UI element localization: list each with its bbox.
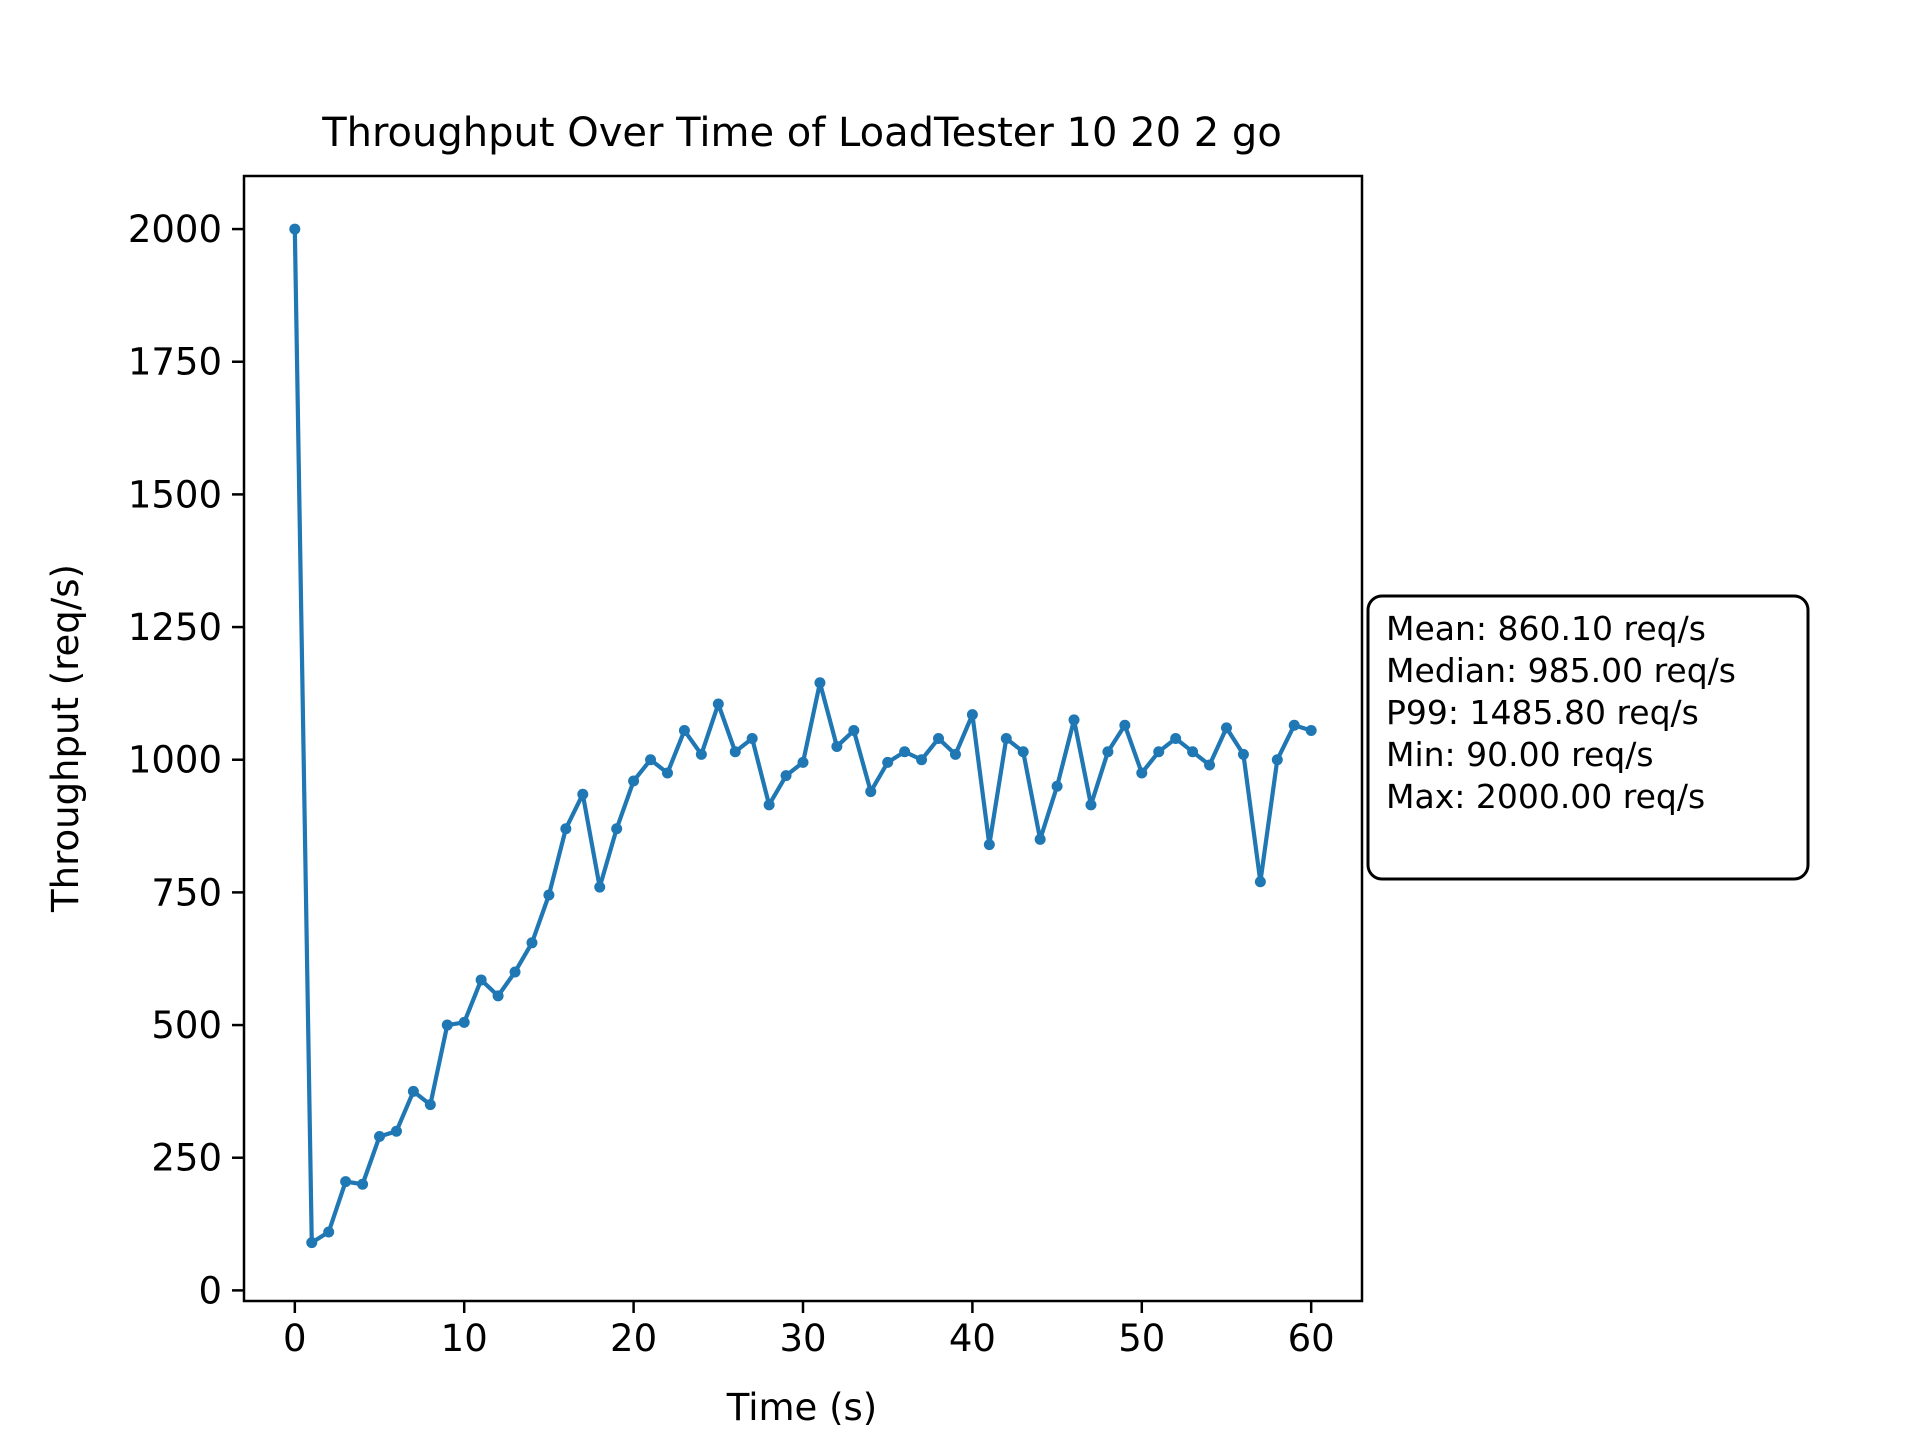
data-point: [628, 775, 640, 787]
data-point: [1288, 719, 1300, 731]
data-point: [1102, 746, 1114, 758]
data-point: [1187, 746, 1199, 758]
data-point: [983, 839, 995, 851]
data-point: [899, 746, 911, 758]
y-tick-label: 750: [151, 871, 222, 914]
data-point: [526, 937, 538, 949]
data-point: [949, 748, 961, 760]
data-point: [695, 748, 707, 760]
data-point: [645, 754, 657, 766]
data-point: [1034, 833, 1046, 845]
y-tick-label: 2000: [128, 208, 222, 251]
data-point: [509, 966, 521, 978]
data-point: [1204, 759, 1216, 771]
data-point: [1000, 733, 1012, 744]
data-point: [424, 1099, 436, 1111]
x-axis-label: Time (s): [726, 1386, 877, 1429]
stats-min: Min: 90.00 req/s: [1386, 735, 1654, 774]
data-point: [1085, 799, 1097, 811]
data-point: [1220, 722, 1232, 734]
data-point: [1237, 748, 1249, 760]
x-axis-ticks: 0 10 20 30 40 50 60: [283, 1301, 1335, 1360]
data-point: [678, 725, 690, 737]
y-tick-label: 1000: [128, 739, 222, 782]
data-point: [594, 881, 606, 893]
x-tick-label: 40: [949, 1317, 996, 1360]
data-point: [340, 1176, 352, 1188]
data-point: [933, 733, 945, 744]
chart-title: Throughput Over Time of LoadTester 10 20…: [321, 110, 1282, 156]
data-point: [712, 698, 724, 710]
data-point: [458, 1016, 470, 1028]
data-point: [1170, 733, 1182, 744]
y-tick-label: 250: [151, 1137, 222, 1180]
x-tick-label: 20: [610, 1317, 657, 1360]
data-point: [1017, 746, 1029, 758]
data-point: [475, 974, 487, 986]
data-point: [357, 1178, 369, 1190]
data-point: [780, 770, 792, 782]
data-point: [1305, 725, 1317, 737]
x-tick-label: 60: [1288, 1317, 1335, 1360]
data-point: [1068, 714, 1080, 726]
stats-max: Max: 2000.00 req/s: [1386, 777, 1705, 816]
y-tick-label: 1750: [128, 341, 222, 384]
data-point: [746, 733, 758, 744]
data-point: [306, 1237, 318, 1249]
x-tick-label: 30: [779, 1317, 826, 1360]
data-point: [407, 1085, 419, 1097]
data-point: [661, 767, 673, 779]
data-point: [492, 990, 504, 1002]
data-point: [763, 799, 775, 811]
x-tick-label: 50: [1118, 1317, 1165, 1360]
data-point: [441, 1019, 453, 1031]
stats-median: Median: 985.00 req/s: [1386, 651, 1736, 690]
y-tick-label: 500: [151, 1004, 222, 1047]
data-point: [1153, 746, 1165, 758]
data-point: [1271, 754, 1283, 766]
data-point: [814, 677, 826, 689]
data-point: [611, 823, 623, 835]
data-point: [577, 788, 589, 800]
y-axis-ticks: 0 250 500 750 1000 1250 1500 1750 2000: [128, 208, 244, 1312]
stats-box-frame: [1366, 594, 1810, 881]
y-tick-label: 0: [198, 1269, 222, 1312]
data-point: [560, 823, 572, 835]
data-point: [390, 1125, 402, 1137]
data-point: [865, 786, 877, 798]
data-point: [1136, 767, 1148, 779]
data-point: [882, 756, 894, 768]
data-point: [374, 1130, 386, 1142]
data-point: [848, 725, 860, 737]
y-axis-label: Throughput (req/s): [44, 564, 87, 913]
data-point: [543, 889, 555, 901]
data-point: [1119, 719, 1131, 731]
y-tick-label: 1250: [128, 606, 222, 649]
stats-annotation-box: Mean: 860.10 req/s Median: 985.00 req/s …: [1366, 594, 1810, 881]
series-layer: [289, 223, 1317, 1249]
x-tick-label: 0: [283, 1317, 307, 1360]
stats-p99: P99: 1485.80 req/s: [1386, 693, 1699, 732]
data-point: [797, 756, 809, 768]
data-point: [1051, 780, 1063, 792]
data-point: [323, 1226, 335, 1238]
data-point: [1254, 876, 1266, 888]
x-tick-label: 10: [441, 1317, 488, 1360]
data-point: [831, 740, 843, 752]
data-point: [916, 754, 928, 766]
data-point: [966, 709, 978, 721]
y-tick-label: 1500: [128, 473, 222, 516]
data-point: [729, 746, 741, 758]
data-point: [289, 223, 301, 235]
stats-mean: Mean: 860.10 req/s: [1386, 609, 1706, 648]
